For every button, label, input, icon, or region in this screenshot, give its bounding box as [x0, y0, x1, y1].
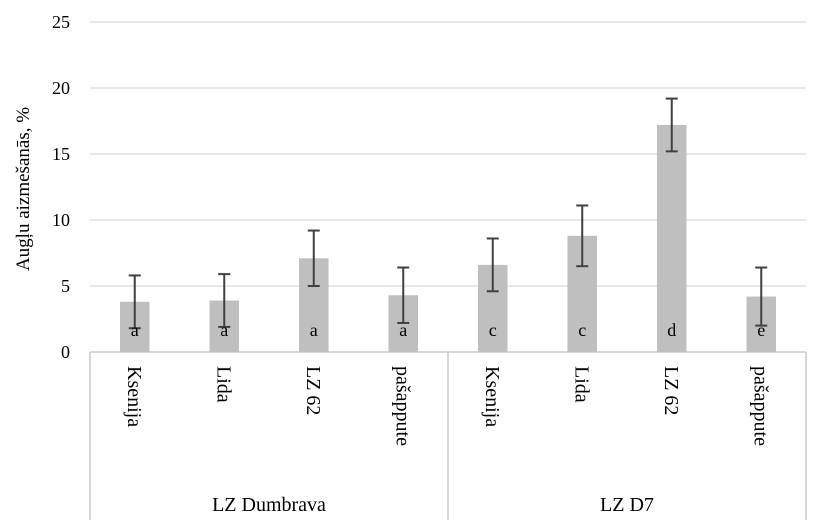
category-label: pašappute [749, 366, 771, 446]
category-label: Ksenija [123, 366, 145, 427]
error-bars [128, 97, 768, 330]
error-bar [128, 274, 141, 330]
category-labels: Ksenija Lida LZ 62 pašappute Ksenija Lida LZ 6… [123, 366, 772, 446]
error-bar [755, 266, 768, 327]
error-bar [576, 204, 589, 268]
grid-lines [90, 21, 806, 353]
category-label: Lida [212, 366, 234, 403]
bar-letter: a [220, 320, 228, 340]
error-bar [665, 97, 678, 153]
y-tick-label: 5 [61, 276, 70, 296]
y-tick-label: 0 [61, 342, 70, 362]
y-tick-label: 20 [52, 78, 70, 98]
y-tick-label: 10 [52, 210, 70, 230]
category-label: LZ 62 [660, 366, 682, 415]
error-bar [307, 229, 320, 287]
error-bar [218, 273, 231, 328]
bar-letter: d [667, 320, 676, 340]
error-bar [486, 237, 499, 293]
error-bar [397, 266, 410, 324]
bar-letter: c [489, 320, 497, 340]
bars [119, 124, 777, 353]
y-tick-label: 15 [52, 144, 70, 164]
bar-letter: e [757, 320, 765, 340]
bar-letter: a [310, 320, 318, 340]
bar-letter: c [578, 320, 586, 340]
category-axis-frame [89, 352, 807, 520]
group-label: LZ Dumbrava [212, 494, 326, 516]
category-label: pašappute [391, 366, 413, 446]
group-label: LZ D7 [600, 494, 654, 516]
category-label: Lida [570, 366, 592, 403]
bar-letter: a [131, 320, 139, 340]
bar [656, 124, 687, 353]
category-label: Ksenija [481, 366, 503, 427]
category-label: LZ 62 [302, 366, 324, 415]
y-tick-label: 25 [52, 12, 70, 32]
y-axis-title: Augļu aizmešanās, % [13, 107, 34, 271]
y-axis-tick-labels: 0 5 10 15 20 25 [52, 12, 70, 362]
group-labels: LZ Dumbrava LZ D7 [212, 494, 654, 516]
bar-letter: a [399, 320, 407, 340]
